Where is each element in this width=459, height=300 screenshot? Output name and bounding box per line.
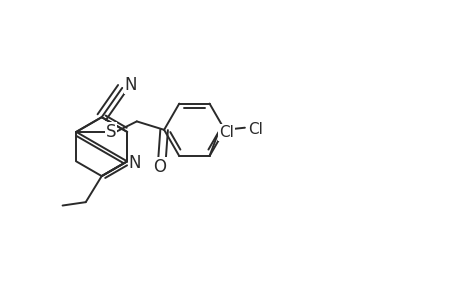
- Text: N: N: [128, 154, 141, 172]
- Text: S: S: [105, 123, 116, 141]
- Text: Cl: Cl: [218, 125, 233, 140]
- Text: Cl: Cl: [247, 122, 262, 137]
- Text: O: O: [153, 158, 166, 176]
- Text: N: N: [124, 76, 137, 94]
